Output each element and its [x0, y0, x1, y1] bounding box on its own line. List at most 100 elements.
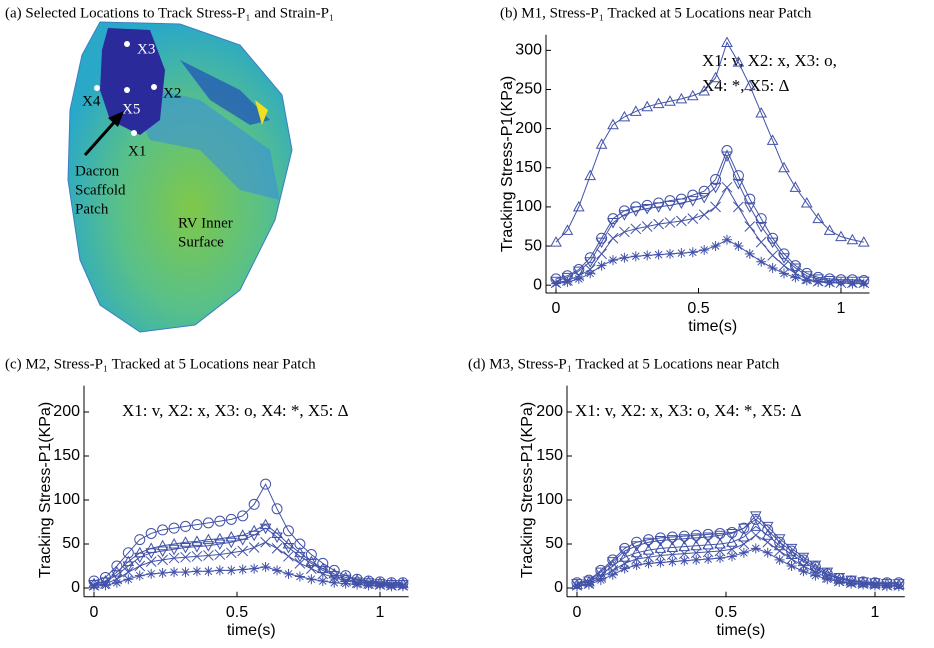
data-point [652, 97, 665, 109]
series-line [576, 547, 899, 587]
data-point [594, 568, 607, 580]
data-point [678, 540, 691, 552]
data-point [168, 537, 180, 549]
data-point [134, 534, 146, 546]
data-point [180, 520, 192, 532]
data-point [260, 561, 271, 572]
data-point [755, 236, 767, 248]
data-point [666, 541, 679, 553]
data-point [881, 577, 893, 589]
y-axis-label: Tracking Stress-P1(KPa) [519, 402, 536, 578]
y-tick-label: 200 [515, 120, 542, 137]
data-point [607, 554, 619, 566]
data-point [846, 233, 859, 245]
data-point [386, 581, 397, 592]
data-point [698, 185, 710, 197]
data-point [595, 138, 608, 149]
y-tick-label: 0 [533, 276, 542, 293]
data-point [709, 71, 722, 83]
data-point [698, 85, 711, 96]
data-point [180, 567, 191, 578]
y-tick-label: 150 [53, 447, 80, 464]
data-point [687, 247, 698, 258]
data-point [191, 550, 203, 562]
x-tick-label: 0 [552, 300, 561, 317]
y-tick-label: 0 [554, 579, 563, 596]
data-point [607, 213, 619, 225]
data-point [738, 522, 750, 534]
data-point [248, 524, 261, 536]
data-point [858, 278, 869, 289]
data-point [585, 268, 596, 279]
series-line [555, 186, 864, 284]
data-point [767, 232, 779, 244]
data-point [836, 277, 846, 288]
data-point [191, 535, 203, 546]
data-point [619, 563, 630, 574]
data-point [785, 548, 798, 560]
data-point [678, 530, 690, 542]
data-point [111, 566, 123, 577]
data-point [698, 209, 710, 221]
data-point [687, 213, 699, 224]
data-point [755, 213, 767, 225]
x-tick-label: 0 [90, 604, 99, 621]
data-point [248, 542, 260, 553]
data-point [157, 524, 169, 536]
data-point [690, 529, 702, 541]
y-tick-label: 50 [545, 535, 563, 552]
data-point [750, 513, 762, 525]
chart-panel: (c) M2, Stress-P₁ Tracked at 5 Locations… [5, 356, 409, 639]
data-point [722, 234, 732, 245]
data-point [180, 551, 191, 563]
data-point [643, 534, 655, 546]
data-point [607, 569, 618, 580]
data-point [572, 200, 585, 212]
data-point [339, 571, 352, 582]
location-label: X3 [137, 41, 155, 57]
y-tick-label: 100 [515, 198, 542, 215]
data-point [738, 530, 750, 542]
data-point [618, 551, 631, 562]
data-point [710, 174, 722, 185]
y-tick-label: 100 [53, 491, 80, 508]
annotation: X1: v, X2: x, X3: o, [702, 51, 837, 70]
location-dot [124, 87, 130, 93]
data-point [202, 517, 214, 529]
data-point [678, 534, 691, 545]
data-point [608, 255, 618, 266]
data-point [572, 266, 585, 278]
data-point [111, 560, 123, 572]
data-point [573, 273, 584, 284]
data-point [374, 576, 386, 588]
data-point [168, 522, 180, 534]
data-point [191, 542, 203, 553]
data-point [271, 543, 283, 554]
data-point [893, 581, 904, 592]
data-point [584, 169, 597, 181]
data-point [691, 554, 702, 565]
data-point [133, 546, 146, 558]
y-tick-label: 0 [71, 579, 80, 596]
data-point [699, 244, 710, 255]
stress-region [180, 60, 270, 125]
data-point [607, 232, 619, 244]
x-axis-label: time(s) [716, 622, 765, 639]
data-point [122, 555, 135, 567]
data-point [111, 577, 122, 588]
data-point [619, 542, 631, 554]
data-point [122, 566, 134, 578]
panel-a: (a) Selected Locations to Track Stress-P… [5, 5, 334, 333]
data-point [749, 520, 762, 531]
data-point [271, 503, 283, 515]
data-point [732, 170, 744, 182]
data-point [225, 537, 238, 549]
data-point [351, 573, 363, 585]
data-point [789, 181, 802, 192]
data-point [778, 161, 790, 173]
x-axis-label: time(s) [688, 318, 737, 335]
data-point [191, 519, 203, 531]
y-tick-label: 50 [62, 535, 80, 552]
chart-title: (c) M2, Stress-P₁ Tracked at 5 Locations… [5, 356, 316, 372]
